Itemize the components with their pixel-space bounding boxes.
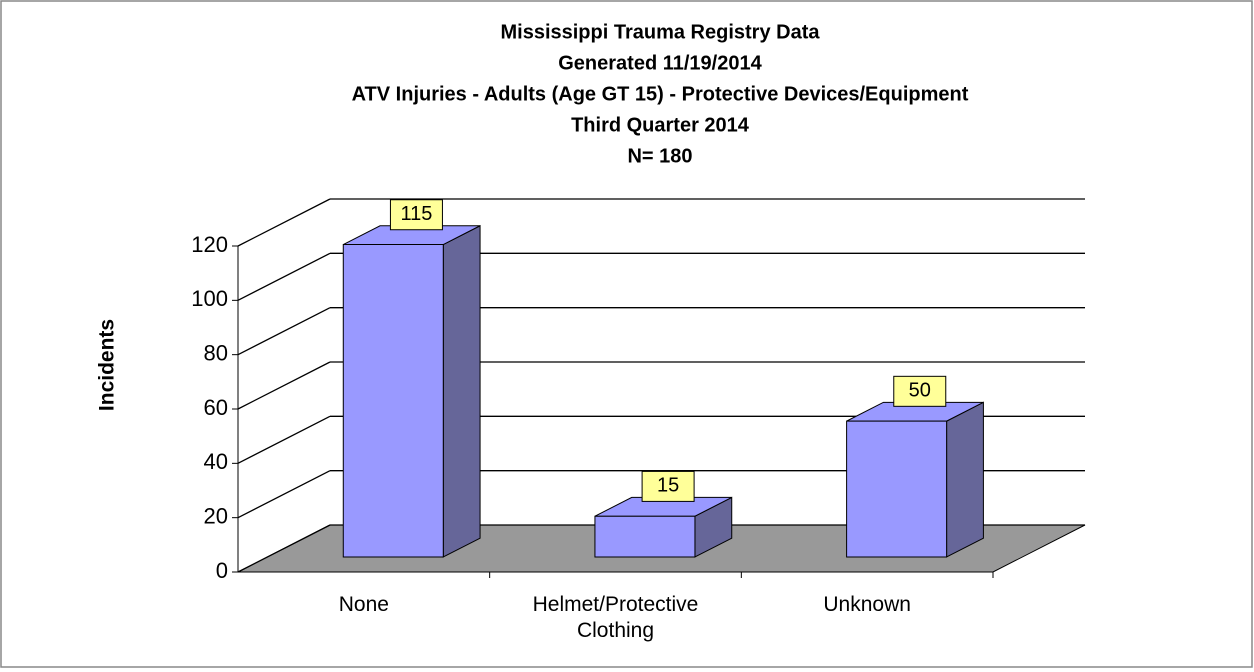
x-tick-label: Unknown [823,593,911,616]
grid-line [237,470,331,519]
grid-line [237,252,331,301]
grid-line [237,307,331,356]
x-tick-label: Helmet/Protective Clothing [532,593,699,642]
chart-title: ATV Injuries - Adults (Age GT 15) - Prot… [352,83,969,105]
y-tick-label: 60 [204,395,228,420]
value-label-box [389,199,443,231]
chart-title: Generated 11/19/2014 [558,52,762,74]
grid-line [237,524,331,573]
value-label-box [893,375,947,407]
bar-side [442,224,481,558]
chart-title: Mississippi Trauma Registry Data [500,21,820,43]
value-label: 115 [400,203,432,225]
bar-side [946,401,984,558]
y-tick-label: 0 [216,558,228,583]
chart-title: N= 180 [627,145,692,167]
bar [342,244,444,558]
value-label: 50 [909,380,931,402]
y-tick-label: 80 [204,340,228,365]
x-tick-label: None [338,593,389,616]
value-label: 15 [657,475,679,497]
y-tick-label: 100 [191,286,228,311]
bar [594,515,696,558]
bar [846,420,948,558]
value-label-box [641,470,695,502]
y-axis-label: Incidents [96,319,119,411]
grid-line [237,198,331,247]
chart-title: Third Quarter 2014 [571,114,750,136]
y-tick-label: 20 [204,503,228,528]
y-tick-label: 40 [204,449,228,474]
grid-line [237,361,331,410]
y-tick-label: 120 [191,232,228,257]
grid-line [237,415,331,464]
